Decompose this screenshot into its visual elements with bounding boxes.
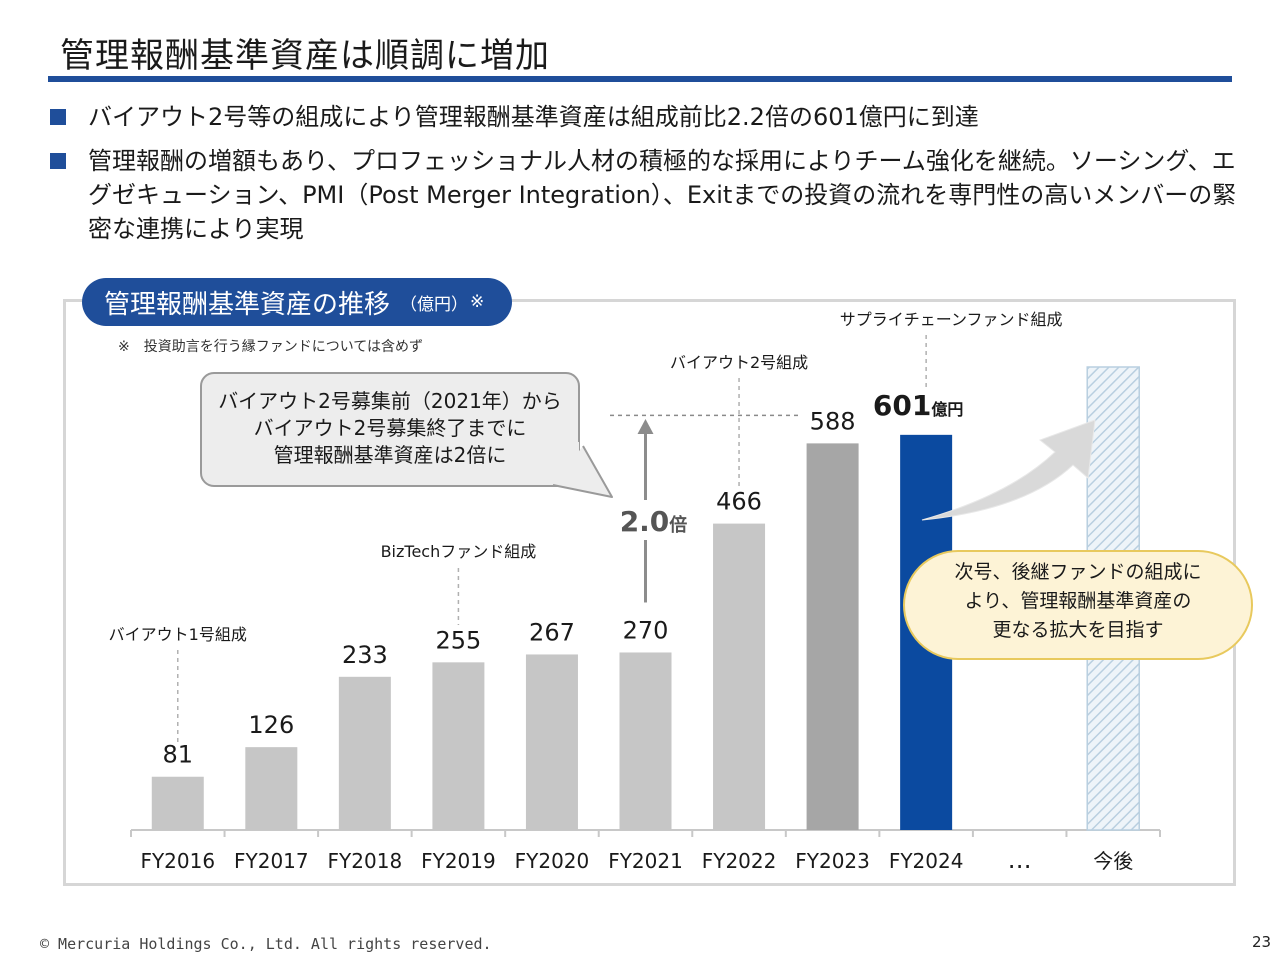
growth-curve-arrow: [921, 419, 1096, 521]
bar-fy2023: [806, 443, 859, 830]
data-label: 601億円: [873, 389, 963, 422]
bullet-text: バイアウト2号等の組成により管理報酬基準資産は組成前比2.2倍の601億円に到達: [88, 103, 979, 131]
x-tick-label: FY2020: [515, 849, 590, 873]
bullet-item: バイアウト2号等の組成により管理報酬基準資産は組成前比2.2倍の601億円に到達: [48, 100, 1248, 134]
x-tick-label: FY2018: [328, 849, 403, 873]
bullet-square-icon: [50, 109, 66, 125]
bar-fy2022: [713, 523, 766, 830]
bar-fy2017: [245, 747, 298, 830]
data-label: 255: [436, 626, 482, 654]
event-annotation: バイアウト2号組成: [670, 353, 808, 372]
title-underline: [48, 76, 1232, 82]
speech-bubble-line: バイアウト2号募集前（2021年）から: [218, 389, 562, 413]
bullet-item: 管理報酬の増額もあり、プロフェッショナル人材の積極的な採用によりチーム強化を継続…: [48, 144, 1248, 246]
chart-panel-unit: （億円）: [400, 294, 469, 315]
x-tick-label: FY2024: [889, 849, 964, 873]
data-label: 233: [342, 641, 388, 669]
x-tick-label: FY2016: [140, 849, 215, 873]
speech-bubble-line: バイアウト2号募集終了までに: [253, 416, 527, 440]
bullet-list: バイアウト2号等の組成により管理報酬基準資産は組成前比2.2倍の601億円に到達…: [48, 100, 1248, 256]
copyright-footer: © Mercuria Holdings Co., Ltd. All rights…: [40, 935, 492, 953]
chart-panel-tab: 管理報酬基準資産の推移 （億円） ※: [82, 278, 512, 326]
x-tick-label: FY2019: [421, 849, 496, 873]
page-number: 23: [1252, 933, 1272, 951]
x-tick-label: FY2021: [608, 849, 683, 873]
x-tick-label: 今後: [1093, 849, 1133, 873]
chart-footnote: ※ 投資助言を行う縁ファンドについては含めず: [118, 339, 424, 355]
growth-multiplier-label: 2.0倍: [620, 505, 688, 538]
bullet-square-icon: [50, 153, 66, 169]
growth-arrow-head: [637, 419, 654, 434]
data-label: 267: [529, 618, 575, 646]
chart-panel-note-mark: ※: [470, 292, 485, 312]
event-annotation: サプライチェーンファンド組成: [840, 310, 1063, 329]
x-tick-label: FY2023: [795, 849, 870, 873]
speech-bubble: [200, 372, 580, 487]
future-callout-line: より、管理報酬基準資産の: [964, 590, 1192, 612]
x-tick-label: FY2022: [702, 849, 777, 873]
data-label: 81: [162, 741, 193, 769]
x-tick-label: …: [1008, 846, 1032, 874]
data-label: 126: [248, 711, 294, 739]
data-label: 466: [716, 488, 762, 516]
future-callout-line: 次号、後継ファンドの組成に: [954, 561, 1202, 583]
page-title: 管理報酬基準資産は順調に増加: [60, 36, 550, 76]
speech-bubble-text: バイアウト2号募集前（2021年）から バイアウト2号募集終了までに 管理報酬基…: [200, 388, 580, 469]
chart-panel-title: 管理報酬基準資産の推移: [104, 289, 391, 320]
bar-fy2018: [338, 676, 391, 830]
bar-fy2019: [432, 662, 485, 830]
future-callout: [903, 550, 1253, 660]
bar-fy2016: [151, 776, 204, 830]
data-label: 270: [623, 616, 669, 644]
bar-fy2021: [619, 652, 672, 830]
bar-fy2020: [525, 654, 578, 830]
data-label: 588: [810, 407, 856, 435]
event-annotation: バイアウト1号組成: [109, 625, 247, 644]
event-annotation: BizTechファンド組成: [381, 542, 537, 561]
bullet-text: 管理報酬の増額もあり、プロフェッショナル人材の積極的な採用によりチーム強化を継続…: [88, 147, 1237, 243]
x-tick-label: FY2017: [234, 849, 309, 873]
future-callout-text: 次号、後継ファンドの組成に より、管理報酬基準資産の 更なる拡大を目指す: [903, 558, 1253, 645]
speech-bubble-line: 管理報酬基準資産は2倍に: [273, 443, 507, 467]
future-callout-line: 更なる拡大を目指す: [992, 619, 1164, 641]
